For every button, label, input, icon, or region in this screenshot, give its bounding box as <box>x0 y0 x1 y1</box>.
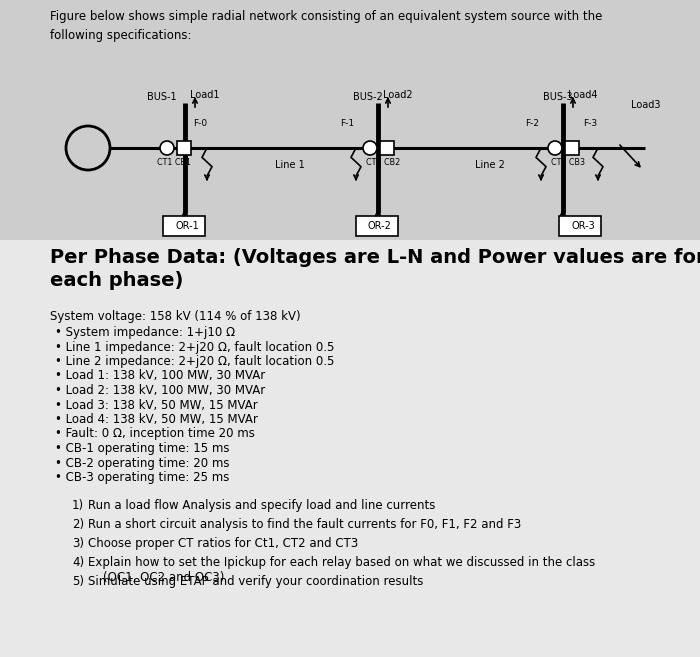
Text: CT3 CB3: CT3 CB3 <box>551 158 585 167</box>
Text: OR-1: OR-1 <box>175 221 199 231</box>
Text: Load4: Load4 <box>568 90 598 100</box>
Text: F-0: F-0 <box>193 119 207 128</box>
Text: 1): 1) <box>72 499 84 512</box>
Bar <box>177 141 191 155</box>
Text: • Load 3: 138 kV, 50 MW, 15 MVAr: • Load 3: 138 kV, 50 MW, 15 MVAr <box>55 399 258 411</box>
Text: • Fault: 0 Ω, inception time 20 ms: • Fault: 0 Ω, inception time 20 ms <box>55 428 255 440</box>
Text: Line 2: Line 2 <box>475 160 505 170</box>
Text: Load3: Load3 <box>631 100 661 110</box>
Text: Load1: Load1 <box>190 90 220 100</box>
Text: CT1 CB1: CT1 CB1 <box>157 158 191 167</box>
Text: F-3: F-3 <box>583 119 597 128</box>
Text: 5): 5) <box>72 575 84 588</box>
Circle shape <box>548 141 562 155</box>
Bar <box>356 216 398 236</box>
Text: OR-2: OR-2 <box>368 221 392 231</box>
Text: 2): 2) <box>72 518 84 532</box>
Text: Run a load flow Analysis and specify load and line currents: Run a load flow Analysis and specify loa… <box>88 499 435 512</box>
Text: 4): 4) <box>72 556 84 569</box>
Text: Explain how to set the Ipickup for each relay based on what we discussed in the : Explain how to set the Ipickup for each … <box>88 556 595 584</box>
Text: Run a short circuit analysis to find the fault currents for F0, F1, F2 and F3: Run a short circuit analysis to find the… <box>88 518 522 532</box>
Circle shape <box>160 141 174 155</box>
Text: F-1: F-1 <box>340 119 354 128</box>
Text: Per Phase Data: (Voltages are L-N and Power values are for
each phase): Per Phase Data: (Voltages are L-N and Po… <box>50 248 700 290</box>
Bar <box>163 216 205 236</box>
Text: • Line 1 impedance: 2+j20 Ω, fault location 0.5: • Line 1 impedance: 2+j20 Ω, fault locat… <box>55 340 335 353</box>
Text: CT2 CB2: CT2 CB2 <box>366 158 400 167</box>
Text: • CB-3 operating time: 25 ms: • CB-3 operating time: 25 ms <box>55 471 230 484</box>
Text: Load2: Load2 <box>383 90 412 100</box>
Text: • System impedance: 1+j10 Ω: • System impedance: 1+j10 Ω <box>55 326 235 339</box>
Text: Choose proper CT ratios for Ct1, CT2 and CT3: Choose proper CT ratios for Ct1, CT2 and… <box>88 537 358 550</box>
Text: F-2: F-2 <box>525 119 539 128</box>
Text: Simulate using ETAP and verify your coordination results: Simulate using ETAP and verify your coor… <box>88 575 424 588</box>
Bar <box>380 141 394 155</box>
Text: Figure below shows simple radial network consisting of an equivalent system sour: Figure below shows simple radial network… <box>50 10 603 42</box>
Bar <box>559 216 601 236</box>
Text: BUS-1: BUS-1 <box>147 92 176 102</box>
Text: Line 1: Line 1 <box>275 160 305 170</box>
Text: OR-3: OR-3 <box>571 221 595 231</box>
Circle shape <box>66 126 110 170</box>
Bar <box>565 141 579 155</box>
Text: • CB-1 operating time: 15 ms: • CB-1 operating time: 15 ms <box>55 442 230 455</box>
Text: • Load 1: 138 kV, 100 MW, 30 MVAr: • Load 1: 138 kV, 100 MW, 30 MVAr <box>55 369 265 382</box>
Bar <box>0 240 700 657</box>
Text: BUS-2: BUS-2 <box>353 92 383 102</box>
Text: System voltage: 158 kV (114 % of 138 kV): System voltage: 158 kV (114 % of 138 kV) <box>50 310 300 323</box>
Text: 3): 3) <box>72 537 84 550</box>
Circle shape <box>363 141 377 155</box>
Text: • Load 4: 138 kV, 50 MW, 15 MVAr: • Load 4: 138 kV, 50 MW, 15 MVAr <box>55 413 258 426</box>
Text: • CB-2 operating time: 20 ms: • CB-2 operating time: 20 ms <box>55 457 230 470</box>
Text: • Line 2 impedance: 2+j20 Ω, fault location 0.5: • Line 2 impedance: 2+j20 Ω, fault locat… <box>55 355 335 368</box>
Bar <box>0 0 700 240</box>
Text: • Load 2: 138 kV, 100 MW, 30 MVAr: • Load 2: 138 kV, 100 MW, 30 MVAr <box>55 384 265 397</box>
Text: BUS-3: BUS-3 <box>543 92 573 102</box>
